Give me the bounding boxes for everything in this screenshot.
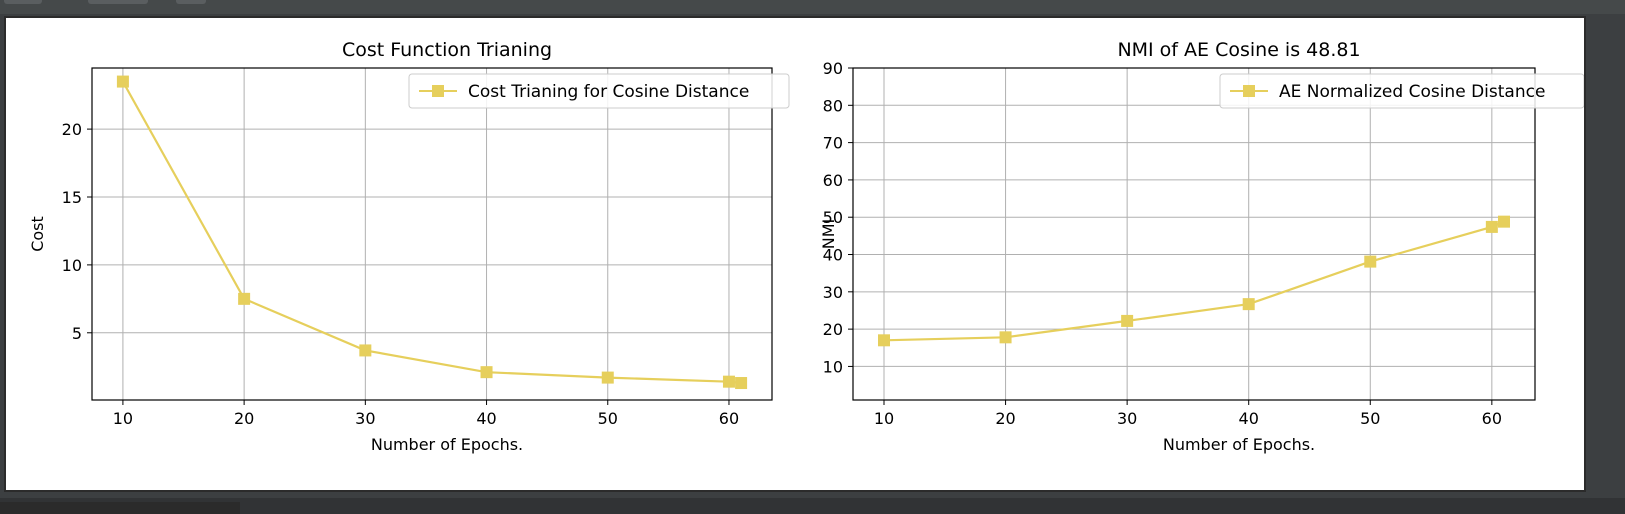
series-line <box>883 220 1505 342</box>
y-tick-label: 90 <box>823 59 843 78</box>
y-tick-label: 80 <box>823 96 843 115</box>
axes-frame <box>852 67 1536 401</box>
y-tick-label: 20 <box>62 120 82 139</box>
toolbar-tab-stub[interactable] <box>88 0 148 4</box>
legend-marker <box>1243 85 1255 97</box>
plot-area: 10 20 30 40 50 60 10 20 30 40 50 60 70 80 90 <box>823 59 1536 428</box>
data-point <box>1485 220 1498 233</box>
data-point <box>735 377 748 390</box>
y-tick-label: 10 <box>62 256 82 275</box>
chart-title: Cost Function Trianing <box>342 39 552 61</box>
x-tick-label: 60 <box>719 409 739 428</box>
x-tick-label: 20 <box>995 409 1015 428</box>
status-strip <box>0 498 1625 514</box>
cost-chart: Cost Function Trianing Number of Epochs.… <box>28 39 790 454</box>
chart-title: NMI of AE Cosine is 48.81 <box>1117 39 1360 61</box>
y-tick-label: 5 <box>72 324 82 343</box>
y-tick-label: 15 <box>62 188 82 207</box>
data-point <box>1121 314 1134 327</box>
data-point <box>1498 215 1510 228</box>
x-tick-label: 40 <box>476 409 496 428</box>
series-line <box>121 81 742 385</box>
data-point <box>601 371 614 384</box>
figure-svg: Cost Function Trianing Number of Epochs.… <box>28 39 1585 454</box>
axes-frame <box>91 67 773 401</box>
status-segment <box>0 502 240 514</box>
legend-marker <box>432 85 444 97</box>
data-point <box>878 334 890 347</box>
legend: Cost Trianing for Cosine Distance <box>408 73 790 109</box>
y-axis-label: NMI <box>819 219 838 250</box>
y-tick-label: 70 <box>823 134 843 153</box>
y-tick-label: 30 <box>823 283 843 302</box>
data-point <box>480 366 493 379</box>
x-tick-label: 10 <box>113 409 133 428</box>
x-tick-label: 50 <box>1360 409 1380 428</box>
legend-entry: Cost Trianing for Cosine Distance <box>468 82 749 102</box>
legend-entry: AE Normalized Cosine Distance <box>1279 82 1545 102</box>
y-tick-label: 50 <box>823 208 843 227</box>
x-tick-label: 50 <box>598 409 618 428</box>
data-point <box>722 375 735 388</box>
y-tick-label: 20 <box>823 320 843 339</box>
x-tick-label: 60 <box>1482 409 1502 428</box>
legend: AE Normalized Cosine Distance <box>1219 73 1585 109</box>
data-point <box>1364 255 1377 268</box>
data-point <box>238 292 251 305</box>
data-point <box>1242 298 1255 311</box>
x-tick-label: 30 <box>1117 409 1137 428</box>
data-point <box>359 344 372 357</box>
nmi-chart: NMI of AE Cosine is 48.81 Number of Epoc… <box>819 39 1585 454</box>
x-tick-label: 20 <box>234 409 254 428</box>
x-axis-label: Number of Epochs. <box>371 435 523 454</box>
x-tick-label: 10 <box>874 409 894 428</box>
y-tick-label: 60 <box>823 171 843 190</box>
y-axis-label: Cost <box>28 216 47 252</box>
figure-canvas: Cost Function Trianing Number of Epochs.… <box>4 16 1586 492</box>
legend-box <box>408 73 790 109</box>
data-point <box>116 75 129 88</box>
x-axis-label: Number of Epochs. <box>1163 435 1315 454</box>
toolbar-tab-stub[interactable] <box>176 0 206 4</box>
y-tick-label: 10 <box>823 357 843 376</box>
toolbar-tab-stub[interactable] <box>4 0 42 4</box>
data-point <box>999 331 1012 344</box>
y-tick-label: 40 <box>823 246 843 265</box>
x-tick-label: 40 <box>1239 409 1259 428</box>
plot-area: 10 20 30 40 50 60 5 10 15 20 <box>62 67 773 428</box>
window-top-bar <box>0 0 1625 14</box>
x-tick-label: 30 <box>355 409 375 428</box>
